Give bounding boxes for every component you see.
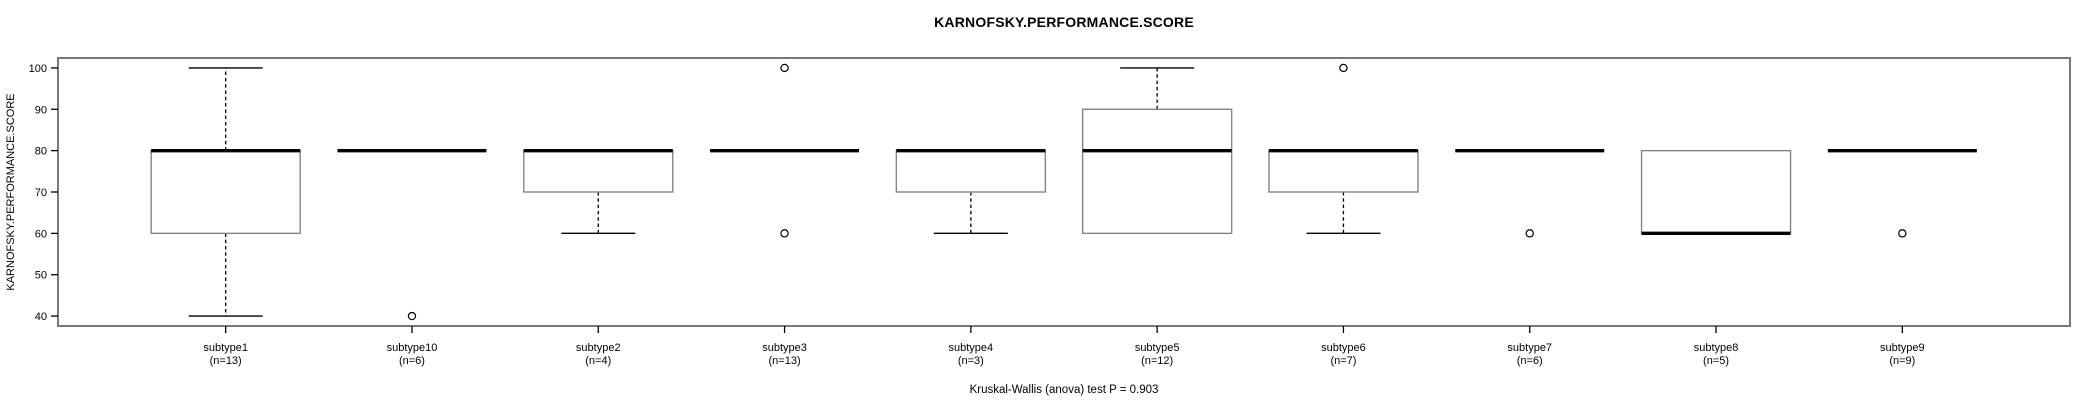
y-tick-label-90: 90 [35, 104, 47, 116]
outlier-point-subtype9-60 [1898, 229, 1907, 238]
chart-title: KARNOFSKY.PERFORMANCE.SCORE [934, 14, 1194, 30]
iqr-box-subtype8 [1640, 149, 1792, 235]
outlier-point-subtype10-40 [407, 311, 417, 321]
iqr-box-subtype4 [895, 149, 1047, 193]
x-tick-label-subtype3: subtype3 [762, 342, 807, 354]
y-tick-label-50: 50 [35, 270, 47, 282]
x-tick-sublabel-subtype4: (n=3) [958, 355, 984, 367]
x-tick-label-subtype8: subtype8 [1694, 342, 1739, 354]
x-tick-sublabel-subtype10: (n=6) [399, 355, 425, 367]
x-tick-sublabel-subtype7: (n=6) [1517, 355, 1543, 367]
x-tick-label-subtype6: subtype6 [1321, 342, 1366, 354]
x-tick-sublabel-subtype9: (n=9) [1889, 355, 1915, 367]
x-tick-label-subtype5: subtype5 [1135, 342, 1180, 354]
outlier-point-subtype7-60 [1525, 229, 1534, 238]
y-tick-label-40: 40 [35, 311, 47, 323]
x-tick-sublabel-subtype8: (n=5) [1703, 355, 1729, 367]
x-tick-label-subtype7: subtype7 [1507, 342, 1552, 354]
x-tick-label-subtype1: subtype1 [203, 342, 248, 354]
x-tick-label-subtype10: subtype10 [387, 342, 438, 354]
y-tick-label-80: 80 [35, 146, 47, 158]
x-tick-sublabel-subtype5: (n=12) [1141, 355, 1173, 367]
x-tick-label-subtype9: subtype9 [1880, 342, 1925, 354]
iqr-box-subtype1 [150, 149, 301, 235]
outlier-point-subtype3-60 [780, 229, 789, 238]
y-tick-label-70: 70 [35, 187, 47, 199]
x-tick-sublabel-subtype3: (n=13) [769, 355, 801, 367]
y-tick-label-100: 100 [29, 63, 47, 75]
x-tick-label-subtype4: subtype4 [949, 342, 994, 354]
x-tick-sublabel-subtype2: (n=4) [585, 355, 611, 367]
iqr-box-subtype2 [523, 149, 674, 193]
x-tick-label-subtype2: subtype2 [576, 342, 621, 354]
x-tick-sublabel-subtype6: (n=7) [1330, 355, 1356, 367]
stats-test-caption: Kruskal-Wallis (anova) test P = 0.903 [969, 384, 1159, 396]
outlier-point-subtype6-100 [1339, 63, 1348, 73]
iqr-box-subtype6 [1268, 149, 1419, 193]
y-tick-label-60: 60 [35, 228, 47, 240]
x-tick-sublabel-subtype1: (n=13) [210, 355, 242, 367]
outlier-point-subtype3-100 [780, 63, 789, 73]
iqr-box-subtype5 [1081, 108, 1233, 235]
